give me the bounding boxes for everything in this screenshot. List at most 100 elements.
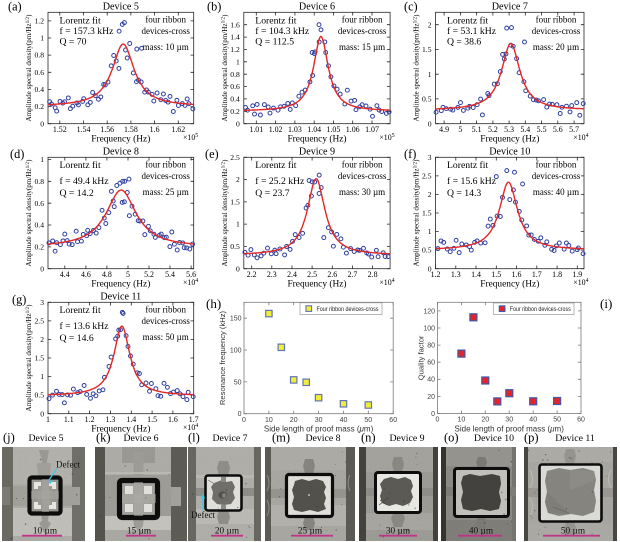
- svg-text:2.4: 2.4: [287, 270, 297, 279]
- svg-text:Device 8: Device 8: [305, 433, 340, 444]
- svg-text:Defect: Defect: [56, 460, 80, 470]
- svg-text:10 µm: 10 µm: [33, 527, 58, 537]
- svg-text:30: 30: [315, 417, 323, 424]
- svg-text:0: 0: [436, 417, 440, 424]
- svg-text:1.3: 1.3: [451, 270, 461, 279]
- svg-text:1.5: 1.5: [35, 354, 45, 363]
- svg-text:(h): (h): [206, 296, 221, 311]
- svg-text:devices-cross: devices-cross: [141, 26, 190, 36]
- svg-text:1.8: 1.8: [552, 270, 562, 279]
- svg-text:2.6: 2.6: [327, 270, 337, 279]
- svg-text:Q = 14.6: Q = 14.6: [60, 333, 94, 344]
- svg-text:0: 0: [431, 411, 435, 418]
- svg-text:Lorentz fit: Lorentz fit: [255, 15, 296, 26]
- svg-text:Device 6: Device 6: [123, 433, 158, 444]
- svg-text:1.5: 1.5: [230, 198, 240, 207]
- svg-text:mass: 30 µm: mass: 30 µm: [339, 187, 385, 197]
- svg-text:mass: 40 µm: mass: 40 µm: [533, 187, 579, 197]
- svg-text:Amplitude spectral density(pm/: Amplitude spectral density(pm/Hz1/2): [221, 14, 229, 122]
- svg-text:2: 2: [236, 175, 240, 184]
- svg-text:3: 3: [428, 153, 432, 162]
- svg-text:0.4: 0.4: [230, 95, 240, 104]
- svg-text:2.7: 2.7: [347, 270, 357, 279]
- svg-text:four ribbon: four ribbon: [145, 305, 186, 315]
- svg-text:0.6: 0.6: [230, 82, 240, 91]
- svg-text:Device 7: Device 7: [492, 2, 528, 13]
- svg-text:Device 5: Device 5: [28, 433, 63, 444]
- svg-text:1.5: 1.5: [422, 209, 432, 218]
- svg-text:1.5: 1.5: [147, 415, 157, 424]
- svg-text:0.8: 0.8: [230, 70, 240, 79]
- svg-text:5.6: 5.6: [553, 125, 563, 134]
- svg-text:0.2: 0.2: [35, 102, 45, 111]
- svg-text:Device 11: Device 11: [555, 433, 595, 444]
- svg-text:1.52: 1.52: [53, 125, 67, 134]
- svg-text:Amplitude spectral density(pm/: Amplitude spectral density(pm/Hz1/2): [412, 159, 420, 267]
- svg-text:four ribbon: four ribbon: [342, 15, 383, 25]
- svg-text:1.1: 1.1: [64, 415, 74, 424]
- svg-text:Frequency (Hz): Frequency (Hz): [287, 134, 346, 145]
- svg-text:f = 13.6 kHz: f = 13.6 kHz: [60, 321, 110, 332]
- svg-text:0: 0: [242, 417, 246, 424]
- svg-text:Amplitude spectral density(pm/: Amplitude spectral density(pm/Hz1/2): [25, 304, 33, 412]
- svg-text:50: 50: [553, 417, 561, 424]
- svg-text:four ribbon: four ribbon: [145, 15, 186, 25]
- svg-text:1.02: 1.02: [269, 125, 283, 134]
- svg-text:Device 9: Device 9: [299, 147, 335, 158]
- svg-text:0.5: 0.5: [422, 95, 432, 104]
- svg-text:Lorentz fit: Lorentz fit: [447, 15, 488, 26]
- svg-text:Q = 23.7: Q = 23.7: [255, 188, 289, 199]
- svg-text:Device 6: Device 6: [299, 2, 335, 13]
- svg-text:1.01: 1.01: [249, 125, 263, 134]
- svg-text:(i): (i): [600, 296, 612, 311]
- svg-text:1.6: 1.6: [150, 125, 160, 134]
- svg-text:2.5: 2.5: [307, 270, 317, 279]
- svg-text:(l): (l): [188, 431, 200, 445]
- svg-text:4.6: 4.6: [81, 270, 91, 279]
- svg-text:1.4: 1.4: [230, 33, 240, 42]
- svg-text:1.2: 1.2: [85, 415, 95, 424]
- svg-text:60: 60: [577, 417, 585, 424]
- svg-text:devices-cross: devices-cross: [141, 171, 190, 181]
- svg-text:1.05: 1.05: [326, 125, 340, 134]
- svg-text:f = 157.3 kHz: f = 157.3 kHz: [60, 26, 115, 37]
- svg-text:2.2: 2.2: [247, 270, 257, 279]
- svg-text:1.4: 1.4: [126, 415, 136, 424]
- svg-text:25 µm: 25 µm: [298, 527, 323, 537]
- svg-text:(d): (d): [10, 147, 24, 161]
- svg-text:1: 1: [236, 220, 240, 229]
- svg-text:devices-cross: devices-cross: [532, 171, 581, 181]
- svg-text:Amplitude spectral density(pm/: Amplitude spectral density(pm/Hz1/2): [25, 159, 33, 267]
- svg-text:0: 0: [428, 119, 432, 128]
- svg-text:(g): (g): [12, 293, 26, 307]
- svg-text:2.5: 2.5: [422, 172, 432, 181]
- svg-text:1.3: 1.3: [105, 415, 115, 424]
- svg-text:0.8: 0.8: [35, 51, 45, 60]
- svg-text:Frequency (Hz): Frequency (Hz): [91, 424, 150, 435]
- svg-text:devices-cross: devices-cross: [338, 171, 387, 181]
- svg-text:1.07: 1.07: [365, 125, 379, 134]
- svg-text:1.4: 1.4: [471, 270, 481, 279]
- svg-text:5.2: 5.2: [488, 125, 498, 134]
- svg-text:Device 5: Device 5: [103, 2, 139, 13]
- svg-text:50: 50: [364, 417, 372, 424]
- svg-text:0.8: 0.8: [35, 177, 45, 186]
- svg-text:(c): (c): [404, 0, 418, 14]
- svg-text:10: 10: [265, 417, 273, 424]
- svg-text:5: 5: [126, 270, 130, 279]
- svg-text:120: 120: [423, 308, 435, 315]
- svg-text:0.4: 0.4: [35, 221, 45, 230]
- svg-text:Q = 112.5: Q = 112.5: [255, 37, 294, 48]
- svg-text:Device 10: Device 10: [474, 433, 514, 444]
- svg-text:40: 40: [340, 417, 348, 424]
- svg-text:0: 0: [40, 409, 44, 418]
- svg-text:40: 40: [427, 377, 435, 384]
- svg-text:5.4: 5.4: [520, 125, 530, 134]
- svg-text:×104: ×104: [573, 133, 588, 142]
- svg-text:5.2: 5.2: [144, 270, 154, 279]
- svg-text:150: 150: [230, 316, 242, 323]
- svg-text:mass: 25 µm: mass: 25 µm: [143, 187, 189, 197]
- svg-text:0: 0: [40, 119, 44, 128]
- svg-text:f = 25.2 kHz: f = 25.2 kHz: [255, 176, 305, 187]
- svg-text:f = 104.3 kHz: f = 104.3 kHz: [255, 26, 310, 37]
